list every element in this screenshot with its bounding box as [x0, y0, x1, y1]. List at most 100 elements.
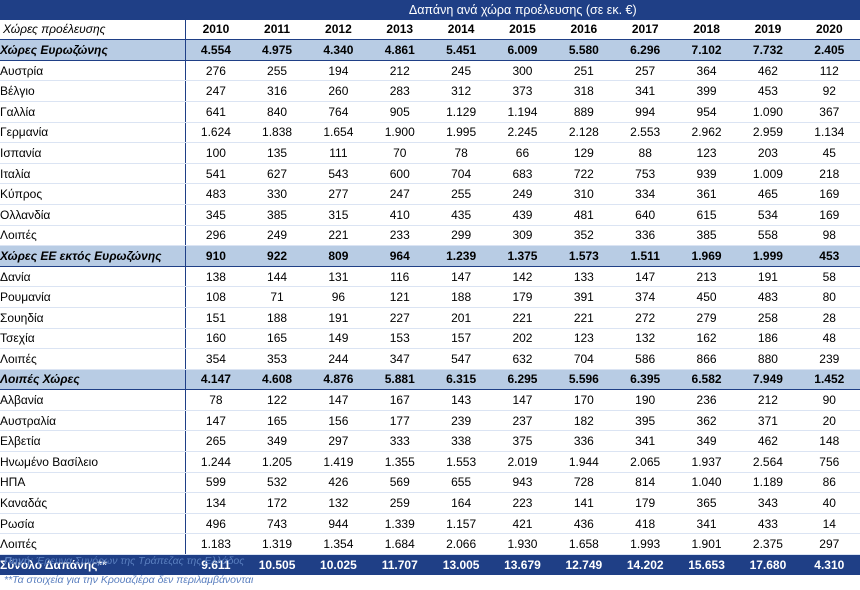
value-cell: 4.876: [307, 368, 370, 391]
country-name-cell: Λοιπές Χώρες: [0, 368, 186, 391]
value-cell: 365: [675, 492, 738, 514]
table-row: Ολλανδία 345 385 315 410 435 439 481 640 615 534 16…: [0, 204, 860, 226]
value-cell: 483: [185, 183, 247, 205]
country-name-cell: Σύνολο Δαπάνης**: [0, 554, 186, 575]
value-cell: 149: [307, 328, 370, 350]
value-cell: 481: [553, 204, 615, 226]
value-cell: 410: [369, 204, 431, 226]
year-header-2014: 2014: [430, 19, 492, 41]
value-cell: 395: [614, 410, 676, 432]
value-cell: 134: [185, 492, 247, 514]
value-cell: 160: [185, 328, 247, 350]
year-header-2018: 2018: [675, 19, 738, 41]
value-cell: 558: [737, 225, 799, 247]
country-name-cell: Ολλανδία: [0, 204, 186, 226]
value-cell: 1.658: [553, 533, 615, 556]
value-cell: 1.157: [430, 513, 492, 535]
value-cell: 453: [798, 245, 860, 267]
table-row: Τσεχία 160 165 149 153 157 202 123 132 162 186 48: [0, 328, 860, 350]
table-row: Γαλλία 641 840 764 905 1.129 1.194 889 994 954 1.0…: [0, 101, 860, 123]
value-cell: 341: [614, 430, 676, 453]
value-cell: 361: [675, 183, 738, 205]
total-row: Σύνολο Δαπάνης** 9.611 10.505 10.025 11.707 1…: [0, 554, 860, 575]
value-cell: 704: [553, 348, 615, 370]
value-cell: 1.969: [675, 245, 738, 267]
table-row: Ηνωμένο Βασίλειο 1.244 1.205 1.419 1.355 1.55…: [0, 451, 860, 473]
value-cell: 2.066: [430, 533, 492, 556]
value-cell: 147: [430, 266, 492, 288]
value-cell: 10.025: [307, 554, 370, 575]
value-cell: 338: [430, 430, 492, 453]
value-cell: 212: [737, 389, 799, 411]
value-cell: 1.999: [737, 245, 799, 267]
value-cell: 922: [246, 245, 308, 267]
value-cell: 177: [369, 410, 431, 432]
value-cell: 1.452: [798, 368, 860, 391]
value-cell: 954: [675, 101, 738, 123]
table-row: Αυστραλία 147 165 156 177 239 237 182 395 362 371 2…: [0, 410, 860, 432]
value-cell: 201: [430, 307, 492, 329]
value-cell: 547: [430, 348, 492, 370]
value-cell: 188: [246, 307, 308, 329]
value-cell: 276: [185, 60, 247, 82]
year-header-2012: 2012: [307, 19, 370, 41]
value-cell: 341: [675, 513, 738, 535]
value-cell: 108: [185, 286, 247, 308]
value-cell: 28: [798, 307, 860, 329]
value-cell: 7.949: [737, 368, 799, 391]
value-cell: 2.245: [491, 122, 554, 144]
value-cell: 391: [553, 286, 615, 308]
value-cell: 426: [307, 472, 370, 494]
year-header-2019: 2019: [737, 19, 799, 41]
value-cell: 1.134: [798, 122, 860, 144]
value-cell: 543: [307, 163, 370, 185]
country-name-cell: Δανία: [0, 266, 186, 288]
value-cell: 336: [553, 430, 615, 453]
value-cell: 112: [798, 60, 860, 82]
value-cell: 203: [737, 142, 799, 164]
value-cell: 86: [798, 472, 860, 494]
value-cell: 1.901: [675, 533, 738, 556]
value-cell: 7.732: [737, 39, 799, 61]
value-cell: 756: [798, 451, 860, 473]
value-cell: 1.573: [553, 245, 615, 267]
value-cell: 316: [246, 80, 308, 102]
value-cell: 164: [430, 492, 492, 514]
value-cell: 265: [185, 430, 247, 453]
value-cell: 375: [491, 430, 554, 453]
value-cell: 1.194: [491, 101, 554, 123]
table-row: Δανία 138 144 131 116 147 142 133 147 213 191 58: [0, 266, 860, 288]
value-cell: 5.580: [553, 39, 615, 61]
value-cell: 1.684: [369, 533, 431, 556]
value-cell: 704: [430, 163, 492, 185]
value-cell: 1.553: [430, 451, 492, 473]
country-name-cell: Κύπρος: [0, 183, 186, 205]
country-name-cell: Λοιπές: [0, 225, 186, 247]
value-cell: 1.355: [369, 451, 431, 473]
year-header-2010: 2010: [185, 19, 247, 41]
value-cell: 1.205: [246, 451, 308, 473]
value-cell: 1.239: [430, 245, 492, 267]
value-cell: 994: [614, 101, 676, 123]
value-cell: 218: [798, 163, 860, 185]
value-cell: 153: [369, 328, 431, 350]
value-cell: 4.975: [246, 39, 308, 61]
value-cell: 131: [307, 266, 370, 288]
value-cell: 541: [185, 163, 247, 185]
country-name-cell: Βέλγιο: [0, 80, 186, 102]
country-name-cell: Λοιπές: [0, 533, 186, 556]
value-cell: 1.090: [737, 101, 799, 123]
value-cell: 2.553: [614, 122, 676, 144]
table-row: Αλβανία 78 122 147 167 143 147 170 190 236 212 90: [0, 389, 860, 411]
value-cell: 182: [553, 410, 615, 432]
value-cell: 683: [491, 163, 554, 185]
country-name-cell: Αυστραλία: [0, 410, 186, 432]
country-name-cell: Χώρες Ευρωζώνης: [0, 39, 186, 61]
value-cell: 221: [491, 307, 554, 329]
value-cell: 1.624: [185, 122, 247, 144]
value-cell: 312: [430, 80, 492, 102]
value-cell: 399: [675, 80, 738, 102]
value-cell: 343: [737, 492, 799, 514]
group-row: Χώρες ΕΕ εκτός Ευρωζώνης 910 922 809 964 1.23…: [0, 245, 860, 267]
value-cell: 352: [553, 225, 615, 247]
